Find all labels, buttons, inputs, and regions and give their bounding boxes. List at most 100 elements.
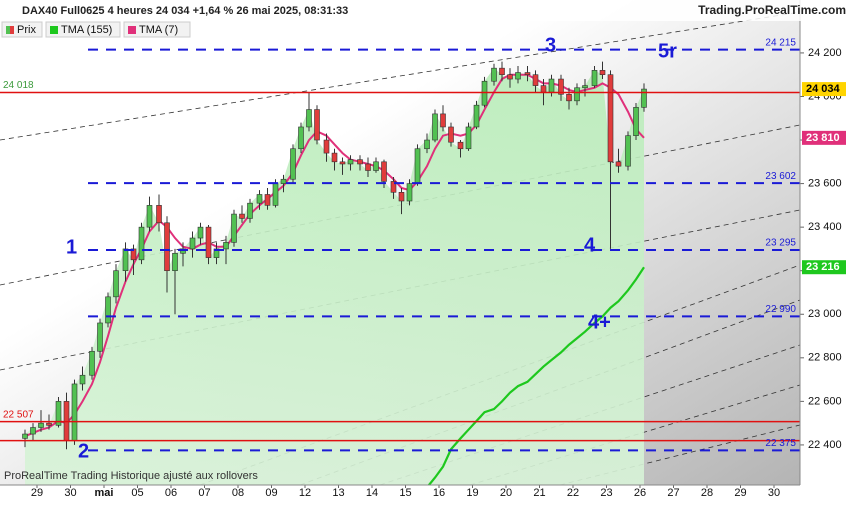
x-tick-label: 22 [567,487,579,499]
level-label: 22 375 [765,438,796,449]
last-value-label: 24 034 [806,83,841,95]
candle-body [339,161,346,165]
candle-body [306,109,312,128]
x-tick-label: 26 [634,487,646,499]
candle-body [347,159,354,165]
candle-body [180,248,186,254]
red-line-label: 22 507 [3,409,34,420]
y-tick-label: 22 400 [808,439,842,451]
x-tick-label: 20 [500,487,512,499]
candle-body [591,70,598,86]
x-tick-label: 09 [265,487,277,499]
level-label: 24 215 [765,37,796,48]
x-tick-label: 15 [399,487,411,499]
candle-body [79,374,86,385]
x-tick-label: 05 [131,487,143,499]
legend-swatch [128,26,136,34]
red-line-label: 24 018 [3,80,34,91]
candle-body [46,422,52,426]
candle-body [566,93,572,102]
last-value-box [802,82,846,97]
last-value-label: 23 810 [806,132,840,144]
candle-body [440,113,446,128]
candle-body [138,226,145,261]
header-bar [0,0,850,21]
candle-body [172,252,178,272]
x-tick-label: 29 [31,487,43,499]
candle-body [633,107,639,136]
candle-body [599,70,606,75]
candle-body [548,78,555,93]
candle-body [331,152,338,163]
level-label: 22 990 [765,304,796,315]
candle-body [515,72,521,80]
y-tick-label: 22 600 [808,395,842,407]
legend-swatch [50,26,58,34]
legend-swatch [10,26,14,34]
candle-body [491,67,497,82]
candle-body [256,194,263,204]
x-tick-label: 30 [64,487,76,499]
candle-body [314,109,320,141]
x-tick-label: 23 [600,487,612,499]
legend-label: TMA (7) [139,24,178,36]
annotation: 2 [78,440,89,462]
area-layer [25,68,644,485]
annotation: 4+ [588,311,611,333]
channel-line [0,11,800,141]
last-value-box [802,260,846,275]
x-tick-label: 08 [232,487,244,499]
indicator-line [427,266,645,485]
candle-body [574,87,580,102]
x-tick-label: 21 [533,487,545,499]
candle-body [189,237,196,250]
legend-box [45,21,121,38]
annotation: 3 [545,34,556,56]
annotation: 1 [66,236,77,258]
x-tick-label: 19 [466,487,478,499]
candle-body [89,350,95,376]
candle-body [390,181,397,193]
candle-body [582,85,588,89]
x-tick-label: 06 [165,487,177,499]
annotation: 4 [584,234,596,256]
candle-body [373,161,379,171]
candle-body [323,139,330,154]
x-tick-label: 29 [734,487,746,499]
candle-body [38,422,44,428]
candle-body [146,205,153,228]
last-value-box [802,130,846,145]
x-tick-label: 07 [198,487,210,499]
candle-body [625,135,631,167]
candle-body [532,74,539,86]
candle-body [231,213,237,243]
y-tick-label: 23 600 [808,177,842,189]
candle-body [97,322,103,352]
candle-body [524,72,531,75]
legend-label: TMA (155) [61,24,112,36]
candle-body [558,78,564,95]
candle-body [641,88,647,108]
candle-body [113,270,119,298]
y-tick-label: 23 000 [808,308,842,320]
lines-layer [24,73,645,485]
candle-body [156,205,162,224]
source: Trading.ProRealTime.com [698,3,846,17]
x-tick-label: 27 [667,487,679,499]
x-tick-label: 13 [332,487,344,499]
legend-swatch [6,26,10,34]
candle-body [499,67,505,75]
candle-body [213,248,220,258]
candle-body [465,126,472,150]
candle-body [424,139,430,150]
candle-body [540,85,547,93]
candle-body [130,248,137,261]
candle-body [448,126,454,143]
chart-title: DAX40 Full0625 4 heures 24 034 +1,64 % 2… [22,5,348,17]
candle-body [239,213,245,219]
candle-body [264,194,271,206]
y-tick-label: 22 800 [808,352,842,364]
level-label: 23 295 [765,238,796,249]
channel-line [299,299,800,485]
